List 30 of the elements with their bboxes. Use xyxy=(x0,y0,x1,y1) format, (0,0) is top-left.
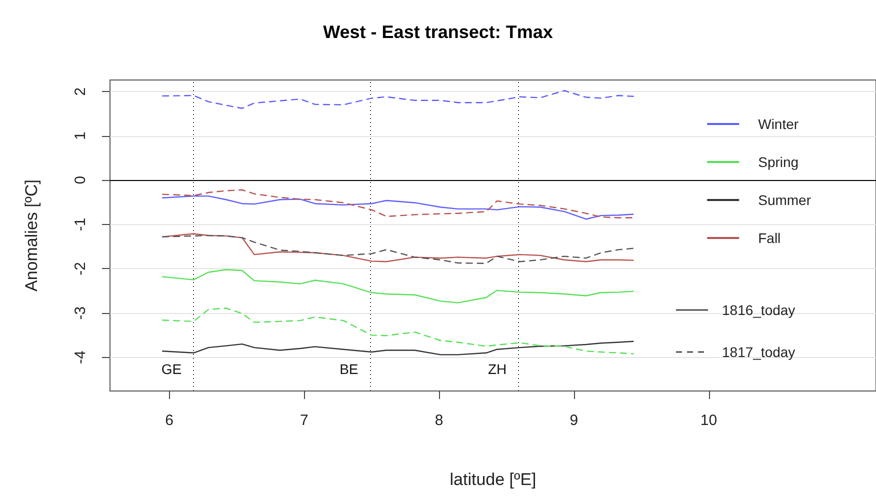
y-tick-label: 1 xyxy=(72,132,89,140)
x-tick-label: 9 xyxy=(570,412,578,429)
ref-line-label: BE xyxy=(338,361,358,377)
ref-line-label: GE xyxy=(160,361,182,377)
legend-label: Spring xyxy=(758,154,799,170)
x-tick-label: 8 xyxy=(434,412,444,429)
x-tick-label: 7 xyxy=(300,412,308,429)
legend-label: Winter xyxy=(758,116,799,132)
annotation: 1817_today xyxy=(722,344,796,360)
y-tick-label: -4 xyxy=(72,350,89,364)
y-tick-label: 0 xyxy=(72,176,89,184)
y-tick-label: -3 xyxy=(72,306,89,320)
x-tick-label: 6 xyxy=(165,412,174,429)
ref-line-label: ZH xyxy=(486,361,507,377)
line-series xyxy=(162,189,634,218)
chart-title: West - East transect: Tmax xyxy=(323,22,553,42)
x-axis-title: latitude [ºE] xyxy=(450,470,536,489)
y-axis-title: Anomalies [ºC] xyxy=(22,179,41,292)
annotation: 1816_today xyxy=(722,302,796,318)
line-series xyxy=(162,340,634,356)
line-series xyxy=(162,90,634,109)
line-series xyxy=(162,195,634,220)
legend-label: Summer xyxy=(758,192,812,208)
y-tick-label: -1 xyxy=(72,218,89,232)
line-series xyxy=(162,308,634,354)
y-tick-label: 2 xyxy=(72,87,89,96)
x-tick-label: 10 xyxy=(700,412,718,429)
line-series xyxy=(162,269,634,304)
y-tick-label: -2 xyxy=(72,262,89,276)
legend-label: Fall xyxy=(758,230,781,246)
